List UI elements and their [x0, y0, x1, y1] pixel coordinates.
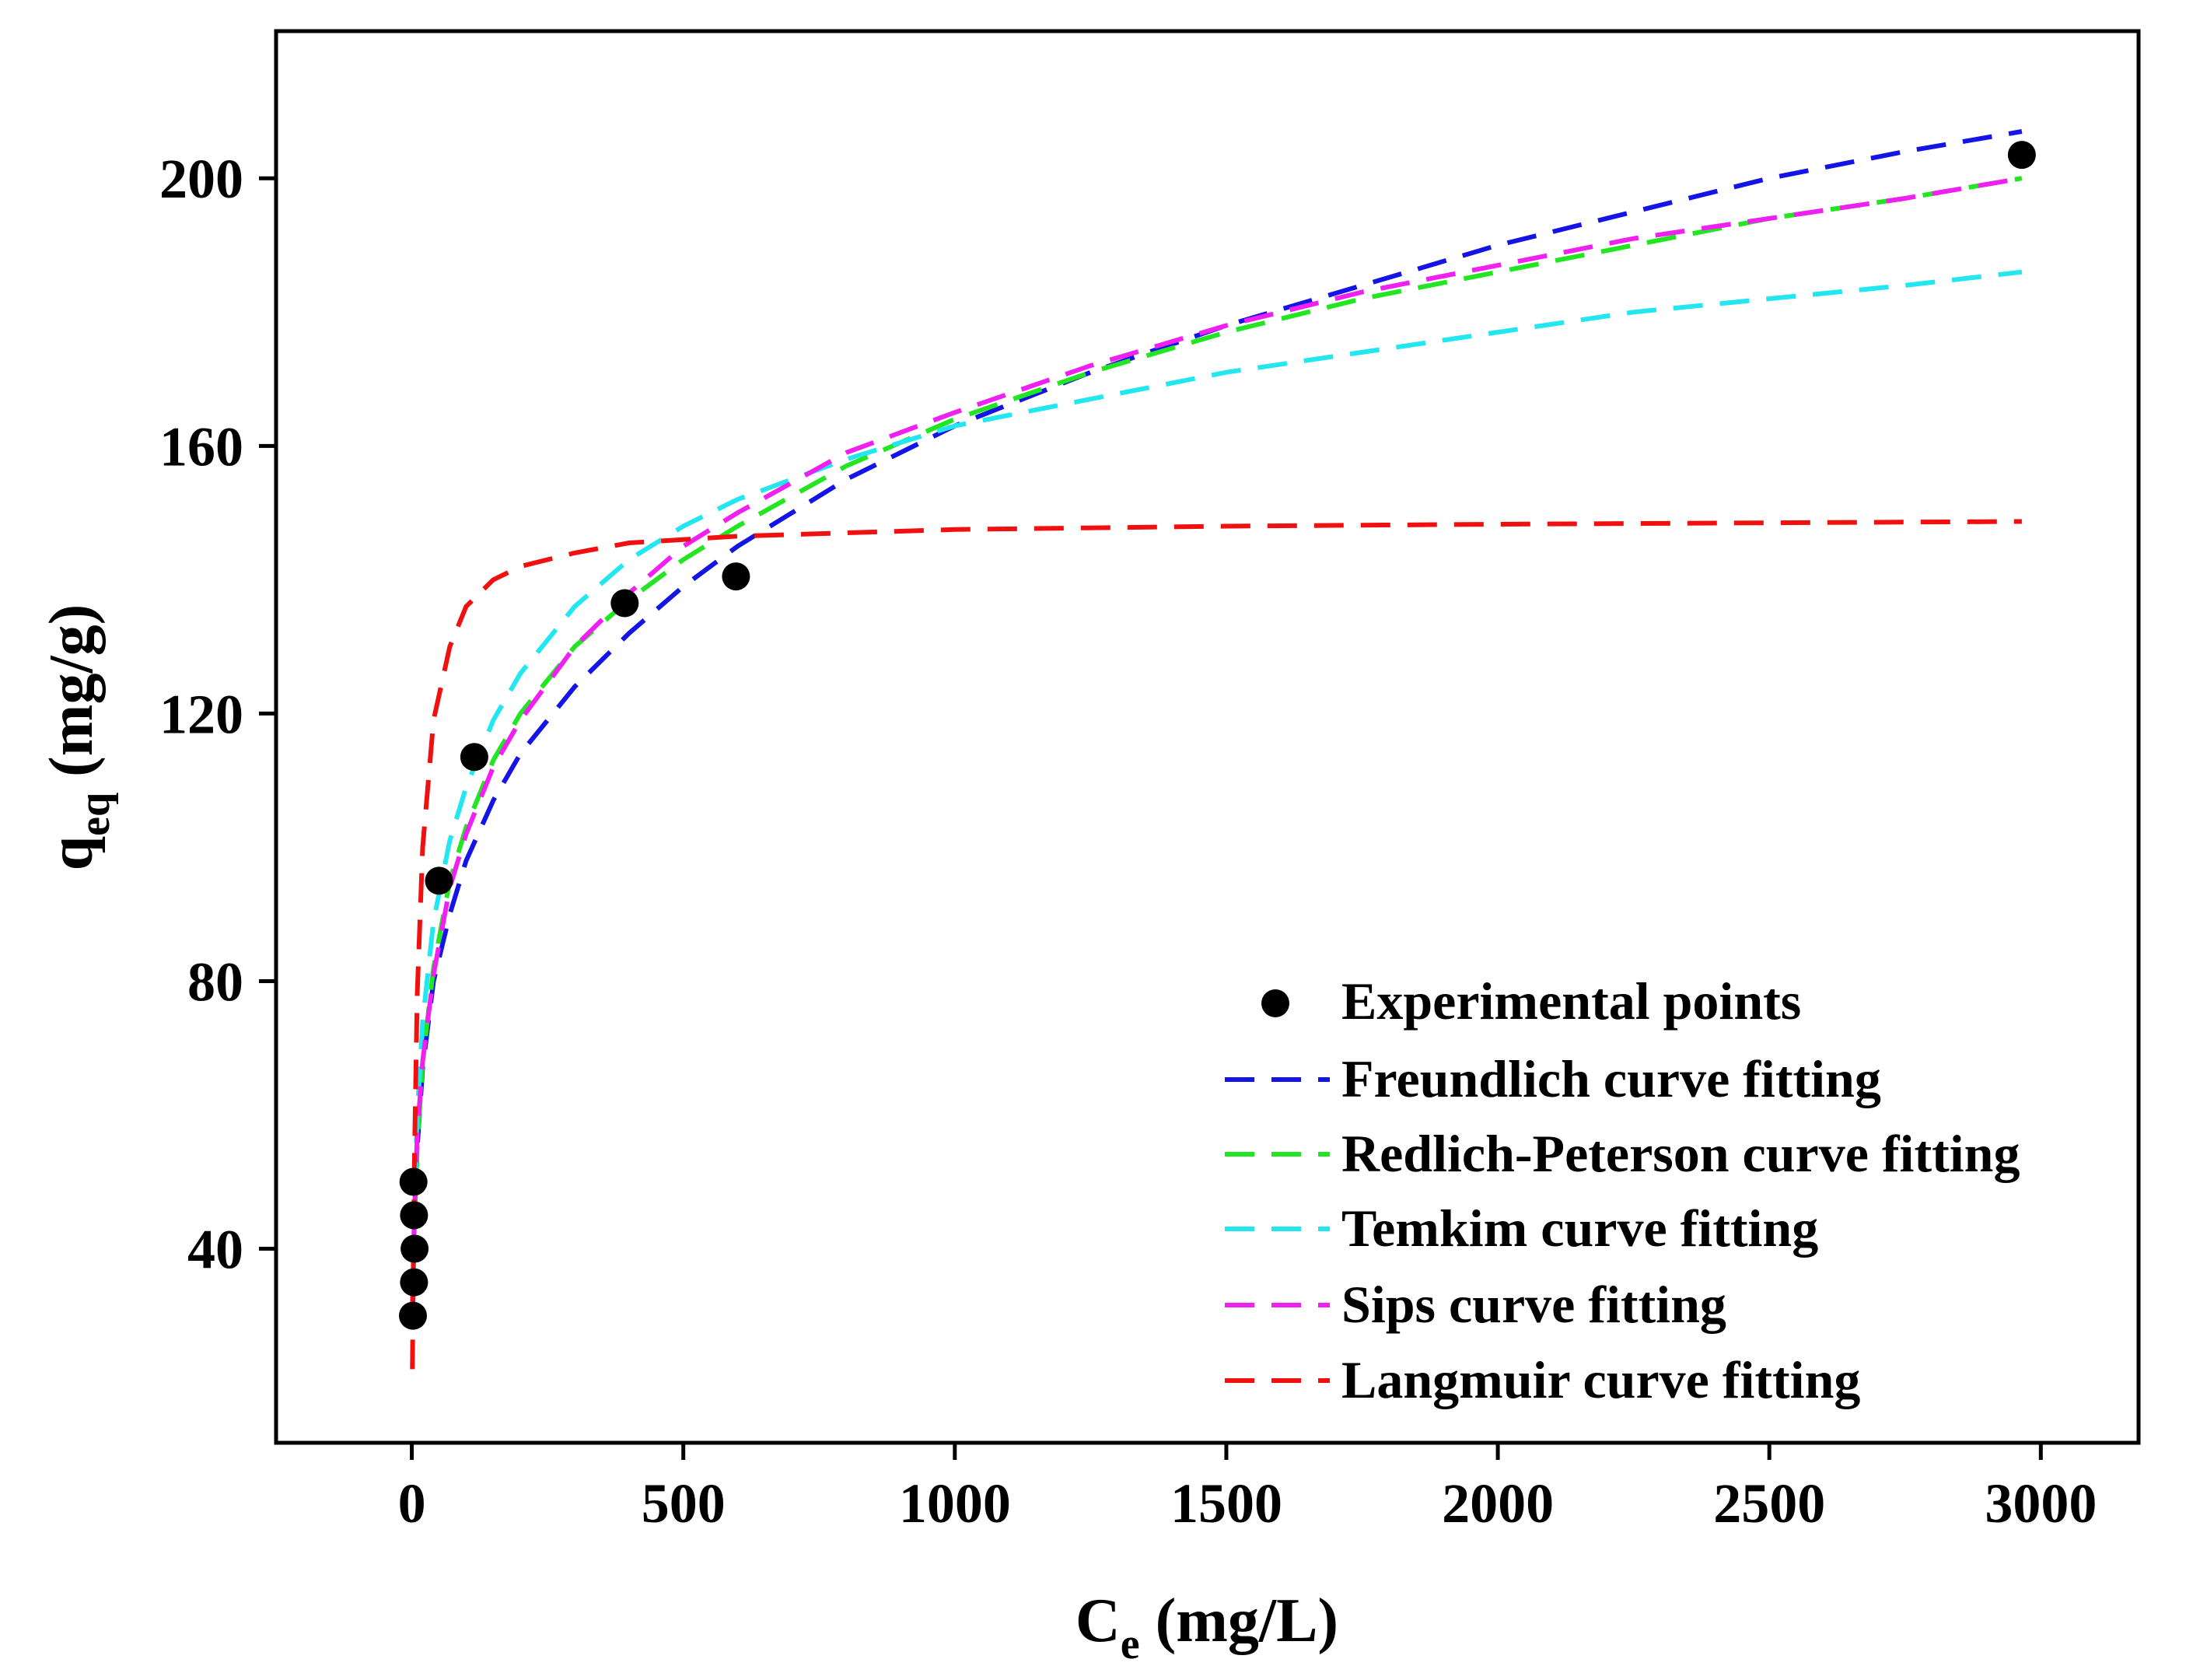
legend-label-freundlich: Freundlich curve fitting: [1341, 1049, 1881, 1108]
series-line-langmuir: [410, 519, 2022, 1370]
x-tick-label: 2000: [1442, 1472, 1554, 1535]
data-point: [610, 589, 639, 618]
legend: Experimental points Freundlich curve fit…: [1225, 971, 2020, 1409]
data-point: [399, 1301, 427, 1330]
legend-marker-experimental: [1261, 989, 1289, 1017]
x-tick-label: 500: [642, 1472, 726, 1535]
legend-label-redlich-peterson: Redlich-Peterson curve fitting: [1341, 1124, 2020, 1183]
data-point: [460, 743, 488, 772]
legend-label-experimental: Experimental points: [1341, 971, 1801, 1031]
data-point: [400, 1234, 429, 1263]
series-line-freundlich: [411, 129, 2023, 1283]
y-tick-label: 80: [187, 950, 243, 1013]
x-tick-label: 3000: [1985, 1472, 2097, 1535]
x-tick-label: 1500: [1170, 1472, 1282, 1535]
x-tick-label: 1000: [899, 1472, 1011, 1535]
legend-label-sips: Sips curve fitting: [1341, 1275, 1726, 1334]
x-tick-label: 0: [398, 1472, 426, 1535]
x-tick-label: 2500: [1713, 1472, 1825, 1535]
y-tick-label: 160: [159, 415, 243, 478]
data-point: [399, 1167, 428, 1196]
legend-label-temkim: Temkim curve fitting: [1341, 1199, 1818, 1258]
series-line-sips: [410, 176, 2023, 1303]
series-line-redlich-peterson: [410, 176, 2023, 1316]
series-line-temkim: [410, 269, 2023, 1329]
data-point: [2007, 141, 2036, 170]
legend-label-langmuir: Langmuir curve fitting: [1341, 1350, 1860, 1409]
data-point: [425, 866, 453, 895]
x-axis-label: Ce (mg/L): [1076, 1587, 1338, 1668]
y-tick-label: 40: [187, 1219, 243, 1281]
y-tick-label: 120: [159, 683, 243, 745]
plot-frame: [274, 29, 2141, 1445]
experimental-points: [399, 141, 2036, 1330]
fit-curves: [410, 129, 2023, 1370]
y-tick-label: 200: [159, 148, 243, 210]
data-point: [722, 562, 750, 591]
y-axis-label: qeq (mg/g): [37, 604, 119, 871]
axis-ticks: 0 500 1000 1500 2000 2500 3000 40 80 120 160 200: [159, 148, 2097, 1535]
data-point: [400, 1268, 428, 1297]
data-point: [400, 1201, 428, 1230]
